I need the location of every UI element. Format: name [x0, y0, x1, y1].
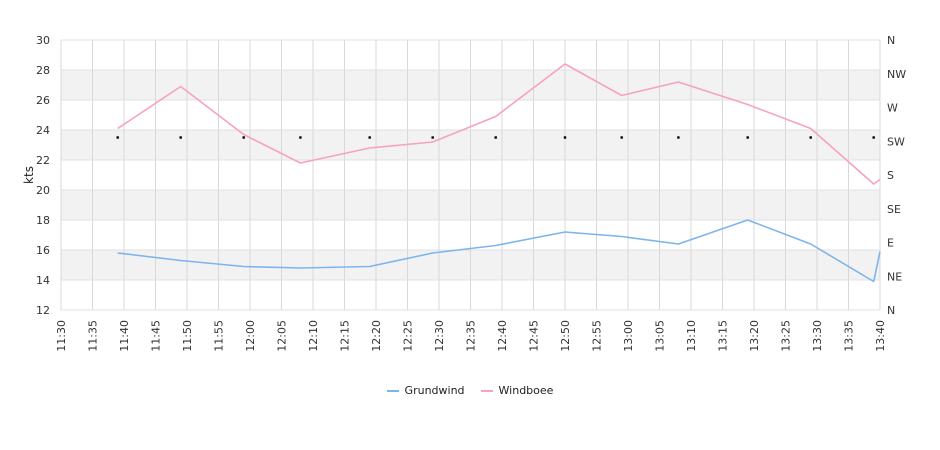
x-tick-label: 12:20 [370, 320, 383, 352]
y-tick-label: 22 [36, 154, 50, 167]
direction-marker [809, 136, 812, 139]
y2-tick-label: W [887, 102, 898, 115]
x-tick-label: 12:50 [559, 320, 572, 352]
x-tick-label: 11:50 [181, 320, 194, 352]
legend-item-grundwind[interactable]: Grundwind [386, 384, 465, 397]
x-tick-label: 12:25 [402, 320, 415, 352]
y2-tick-label: E [887, 237, 894, 250]
y-tick-label: 20 [36, 184, 50, 197]
x-tick-label: 13:05 [654, 320, 667, 352]
y2-tick-label: NW [887, 68, 906, 81]
x-tick-label: 11:30 [55, 320, 68, 352]
y-axis-title: kts [22, 166, 36, 184]
direction-marker [620, 136, 623, 139]
y-axis-ticks: 12 14 16 18 20 22 24 26 28 30 [36, 34, 50, 317]
legend: Grundwind Windboee [0, 384, 940, 397]
x-tick-label: 12:45 [528, 320, 541, 352]
direction-marker [179, 136, 182, 139]
y-tick-label: 12 [36, 304, 50, 317]
legend-swatch-grundwind [386, 389, 399, 392]
x-tick-label: 13:35 [843, 320, 856, 352]
direction-marker [242, 136, 245, 139]
x-tick-label: 13:00 [622, 320, 635, 352]
x-tick-label: 12:40 [496, 320, 509, 352]
y2-tick-label: N [887, 304, 895, 317]
y-tick-label: 28 [36, 64, 50, 77]
y-tick-label: 26 [36, 94, 50, 107]
x-axis-ticks: 11:30 11:35 11:40 11:45 11:50 11:55 12:00 12:05… [55, 320, 887, 352]
direction-marker [299, 136, 302, 139]
series-layer [116, 63, 881, 283]
direction-marker [746, 136, 749, 139]
x-tick-label: 12:35 [465, 320, 478, 352]
direction-marker [494, 136, 497, 139]
x-tick-label: 11:35 [87, 320, 100, 352]
x-tick-label: 12:10 [307, 320, 320, 352]
legend-label-grundwind: Grundwind [404, 384, 465, 397]
horizontal-gridlines [61, 39, 880, 311]
x-tick-label: 12:05 [276, 320, 289, 352]
x-tick-label: 11:55 [213, 320, 226, 352]
direction-marker [431, 136, 434, 139]
x-tick-label: 13:25 [780, 320, 793, 352]
x-tick-label: 13:15 [717, 320, 730, 352]
y2-tick-label: N [887, 34, 895, 47]
x-tick-label: 12:30 [433, 320, 446, 352]
direction-marker [563, 136, 567, 139]
legend-swatch-windboee [480, 389, 493, 392]
series-line-windboee [117, 63, 881, 185]
y2-axis-ticks: N NE E SE S SW W NW N [887, 34, 906, 317]
direction-marker [872, 136, 875, 139]
direction-marker [368, 136, 371, 139]
x-tick-label: 13:20 [748, 320, 761, 352]
y2-tick-label: NE [887, 270, 902, 283]
y2-tick-label: S [887, 169, 894, 182]
legend-item-windboee[interactable]: Windboee [480, 384, 554, 397]
x-tick-label: 13:40 [874, 320, 887, 352]
y-tick-label: 18 [36, 214, 50, 227]
y2-tick-label: SW [887, 135, 905, 148]
y-tick-label: 30 [36, 34, 50, 47]
x-tick-label: 11:40 [118, 320, 131, 352]
y-tick-label: 16 [36, 244, 50, 257]
x-tick-label: 13:30 [811, 320, 824, 352]
x-tick-label: 12:55 [591, 320, 604, 352]
x-tick-label: 13:10 [685, 320, 698, 352]
legend-label-windboee: Windboee [498, 384, 554, 397]
direction-marker [116, 136, 119, 139]
y2-tick-label: SE [887, 203, 901, 216]
x-tick-label: 12:00 [244, 320, 257, 352]
y-tick-label: 14 [36, 274, 50, 287]
x-tick-label: 11:45 [150, 320, 163, 352]
y-tick-label: 24 [36, 124, 50, 137]
series-line-grundwind [117, 219, 881, 283]
x-tick-label: 12:15 [339, 320, 352, 352]
direction-marker [677, 136, 680, 139]
